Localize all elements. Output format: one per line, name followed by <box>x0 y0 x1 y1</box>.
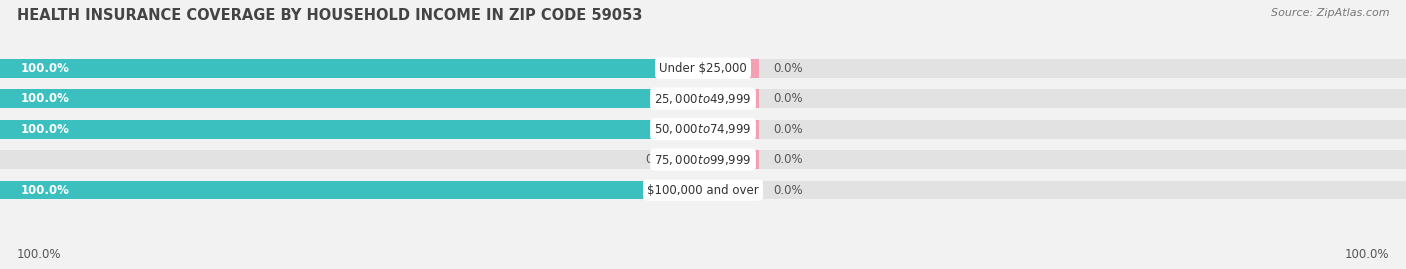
Bar <box>703 150 759 169</box>
Bar <box>0 180 703 200</box>
Bar <box>0 180 1406 200</box>
Text: Under $25,000: Under $25,000 <box>659 62 747 75</box>
Text: 0.0%: 0.0% <box>645 153 675 166</box>
Bar <box>703 59 759 78</box>
Text: Source: ZipAtlas.com: Source: ZipAtlas.com <box>1271 8 1389 18</box>
Text: $25,000 to $49,999: $25,000 to $49,999 <box>654 92 752 106</box>
Text: $75,000 to $99,999: $75,000 to $99,999 <box>654 153 752 167</box>
Bar <box>703 89 759 108</box>
Bar <box>0 89 1406 108</box>
Bar <box>703 180 759 200</box>
Text: $100,000 and over: $100,000 and over <box>647 183 759 197</box>
Bar <box>0 59 703 78</box>
Text: $50,000 to $74,999: $50,000 to $74,999 <box>654 122 752 136</box>
Bar <box>682 150 703 169</box>
Bar <box>0 89 703 108</box>
Text: 0.0%: 0.0% <box>773 123 803 136</box>
Text: 100.0%: 100.0% <box>21 183 70 197</box>
Bar <box>703 120 759 139</box>
Text: 100.0%: 100.0% <box>17 248 62 261</box>
Bar <box>0 120 703 139</box>
Text: 0.0%: 0.0% <box>773 183 803 197</box>
Text: 0.0%: 0.0% <box>773 62 803 75</box>
Bar <box>0 59 1406 78</box>
Text: 100.0%: 100.0% <box>21 62 70 75</box>
Bar <box>0 150 1406 169</box>
Text: 0.0%: 0.0% <box>773 92 803 105</box>
Text: 100.0%: 100.0% <box>1344 248 1389 261</box>
Bar <box>0 120 1406 139</box>
Text: 100.0%: 100.0% <box>21 92 70 105</box>
Text: HEALTH INSURANCE COVERAGE BY HOUSEHOLD INCOME IN ZIP CODE 59053: HEALTH INSURANCE COVERAGE BY HOUSEHOLD I… <box>17 8 643 23</box>
Text: 100.0%: 100.0% <box>21 123 70 136</box>
Text: 0.0%: 0.0% <box>773 153 803 166</box>
